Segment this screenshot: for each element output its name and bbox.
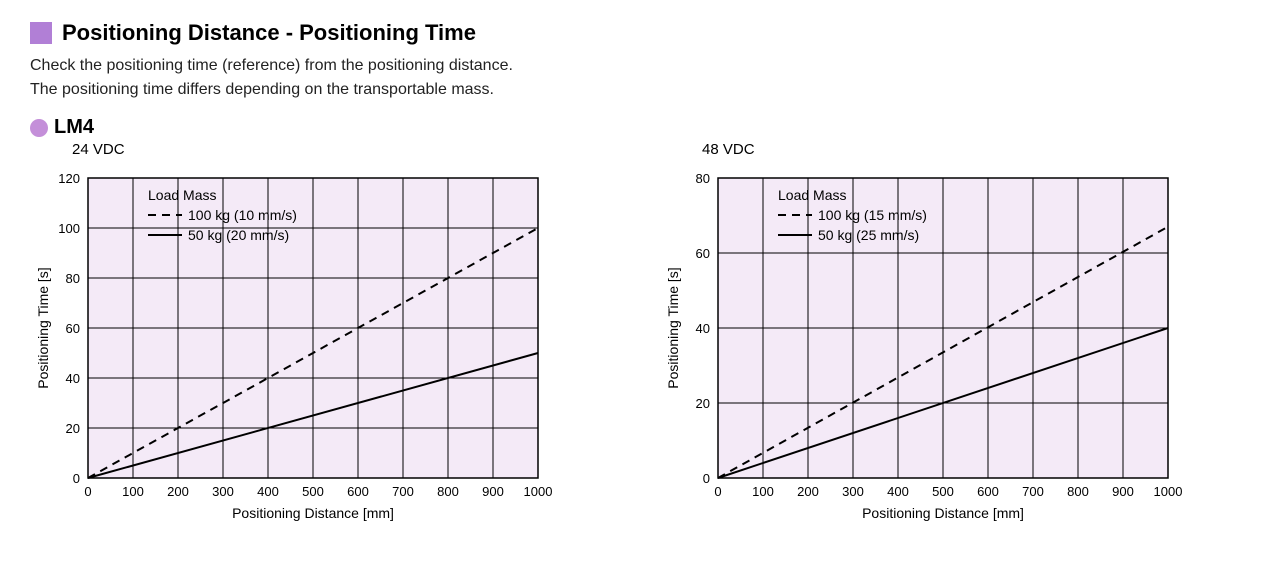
svg-text:300: 300 (212, 484, 234, 499)
svg-text:600: 600 (977, 484, 999, 499)
page-title: Positioning Distance - Positioning Time (62, 20, 476, 46)
svg-text:500: 500 (932, 484, 954, 499)
svg-text:800: 800 (437, 484, 459, 499)
sub-heading-row: LM4 (30, 116, 1250, 139)
main-heading-row: Positioning Distance - Positioning Time (30, 20, 1250, 46)
svg-text:Load Mass: Load Mass (778, 187, 846, 203)
chart-right-svg: 0 100 200 300 400 500 600 700 800 900 1000 0 20 40 60 8… (660, 160, 1200, 540)
svg-text:0: 0 (73, 471, 80, 486)
chart-right: 0 100 200 300 400 500 600 700 800 900 1000 0 20 40 60 8… (660, 160, 1200, 545)
svg-text:400: 400 (887, 484, 909, 499)
svg-text:500: 500 (302, 484, 324, 499)
chart-right-block: 48 VDC 010020030040050060070080090010000… (660, 141, 1200, 545)
svg-text:80: 80 (66, 271, 80, 286)
charts-row: 24 VDC 010020030040050060070080090010000… (30, 141, 1250, 545)
svg-text:Positioning Time [s]: Positioning Time [s] (35, 267, 51, 388)
svg-text:100: 100 (122, 484, 144, 499)
svg-text:100 kg (10 mm/s): 100 kg (10 mm/s) (188, 207, 297, 223)
svg-text:50 kg (25 mm/s): 50 kg (25 mm/s) (818, 227, 919, 243)
svg-text:80: 80 (696, 171, 710, 186)
svg-text:300: 300 (842, 484, 864, 499)
chart-left-svg: 0 100 200 300 400 500 600 700 800 900 1000 0 20 40 60 8… (30, 160, 570, 540)
svg-text:200: 200 (797, 484, 819, 499)
chart-right-title: 48 VDC (702, 141, 1200, 158)
svg-text:800: 800 (1067, 484, 1089, 499)
description-line-1: Check the positioning time (reference) f… (30, 54, 1250, 78)
svg-text:Positioning Distance [mm]: Positioning Distance [mm] (862, 505, 1024, 521)
description-line-2: The positioning time differs depending o… (30, 78, 1250, 102)
svg-text:700: 700 (392, 484, 414, 499)
svg-text:20: 20 (66, 421, 80, 436)
svg-text:100 kg (15 mm/s): 100 kg (15 mm/s) (818, 207, 927, 223)
svg-text:Positioning Time [s]: Positioning Time [s] (665, 267, 681, 388)
svg-text:100: 100 (752, 484, 774, 499)
chart-left-block: 24 VDC 010020030040050060070080090010000… (30, 141, 570, 545)
svg-text:1000: 1000 (524, 484, 553, 499)
svg-text:1000: 1000 (1154, 484, 1183, 499)
square-bullet-icon (30, 22, 52, 44)
svg-text:0: 0 (703, 471, 710, 486)
svg-text:20: 20 (696, 396, 710, 411)
svg-text:Positioning Distance [mm]: Positioning Distance [mm] (232, 505, 394, 521)
svg-text:40: 40 (66, 371, 80, 386)
svg-text:Load Mass: Load Mass (148, 187, 216, 203)
svg-text:40: 40 (696, 321, 710, 336)
sub-title: LM4 (54, 116, 94, 139)
svg-text:200: 200 (167, 484, 189, 499)
svg-text:50 kg (20 mm/s): 50 kg (20 mm/s) (188, 227, 289, 243)
svg-text:120: 120 (58, 171, 80, 186)
svg-text:60: 60 (66, 321, 80, 336)
svg-text:600: 600 (347, 484, 369, 499)
description-block: Check the positioning time (reference) f… (30, 54, 1250, 102)
svg-text:900: 900 (482, 484, 504, 499)
svg-text:0: 0 (714, 484, 721, 499)
chart-left-title: 24 VDC (72, 141, 570, 158)
svg-text:400: 400 (257, 484, 279, 499)
chart-left: 0 100 200 300 400 500 600 700 800 900 1000 0 20 40 60 8… (30, 160, 570, 545)
svg-text:100: 100 (58, 221, 80, 236)
svg-text:900: 900 (1112, 484, 1134, 499)
svg-text:700: 700 (1022, 484, 1044, 499)
circle-bullet-icon (30, 119, 48, 137)
svg-text:0: 0 (84, 484, 91, 499)
svg-text:60: 60 (696, 246, 710, 261)
